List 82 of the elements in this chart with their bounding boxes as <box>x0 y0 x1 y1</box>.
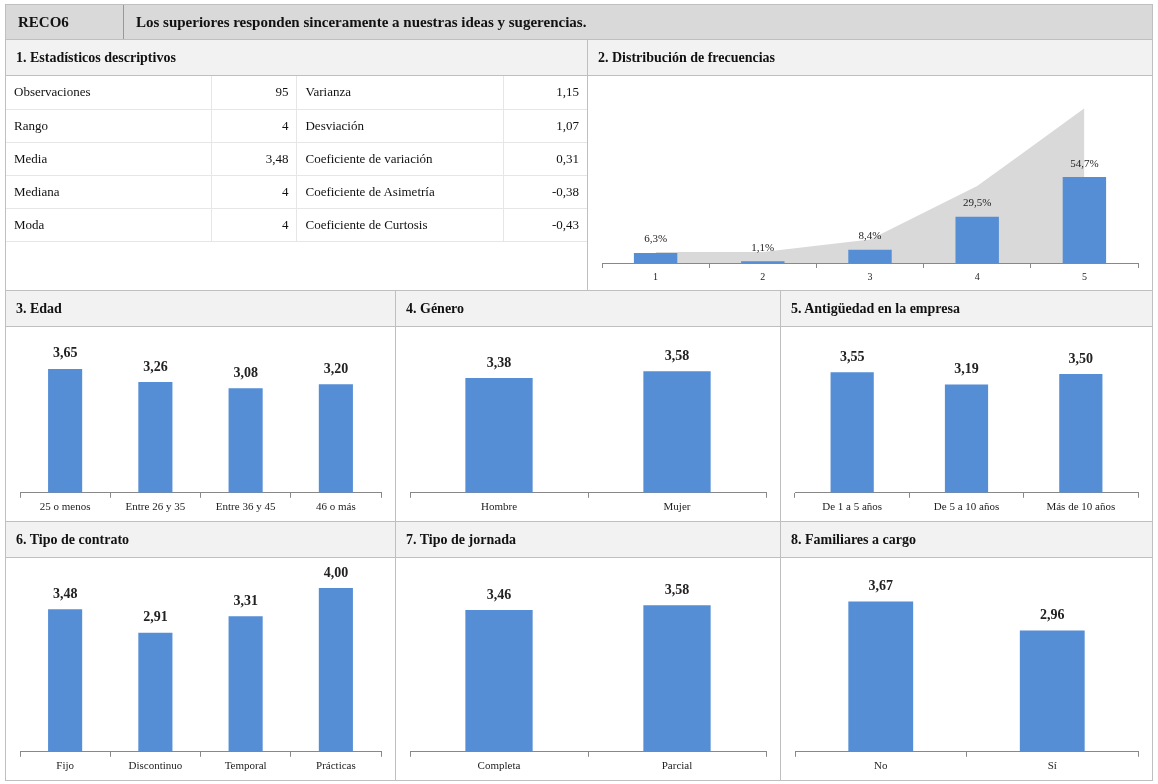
text: Observaciones <box>6 76 212 109</box>
text: 1. Estadísticos descriptivos <box>6 40 587 76</box>
data-label: 29,5% <box>962 196 992 209</box>
x-tick-label: 5 <box>1081 270 1087 282</box>
x-tick-label: Parcial <box>661 759 693 772</box>
text: Desviación <box>296 109 504 142</box>
x-tick-label: 46 o más <box>316 500 356 513</box>
data-label: 3,20 <box>323 360 349 376</box>
chart-title: 7. Tipo de jornada <box>396 522 780 558</box>
text: 1,07 <box>503 109 587 142</box>
x-tick-label: Prácticas <box>316 759 356 772</box>
bar <box>318 588 353 752</box>
x-tick-label: Temporal <box>224 759 267 772</box>
x-tick-label: Completa <box>477 759 521 772</box>
text: 3,48 <box>211 142 297 175</box>
data-label: 3,26 <box>143 358 168 374</box>
x-tick-label: Mujer <box>663 500 691 513</box>
text: -0,43 <box>503 208 587 241</box>
chart-title: 2. Distribución de frecuencias <box>588 40 1152 76</box>
x-tick-label: 3 <box>867 270 873 282</box>
data-label: 2,96 <box>1040 607 1065 623</box>
x-tick-label: Entre 26 y 35 <box>125 500 186 513</box>
chart-title: 5. Antigüedad en la empresa <box>781 291 1152 327</box>
data-label: 4,00 <box>323 564 349 580</box>
data-label: 54,7% <box>1070 156 1099 169</box>
text: -0,38 <box>503 175 587 208</box>
data-label: 3,46 <box>486 586 512 602</box>
text: 4 <box>211 175 297 208</box>
text: Mediana <box>6 175 212 208</box>
text: 4 <box>211 208 297 241</box>
text: 4 <box>211 109 297 142</box>
bar <box>138 632 173 752</box>
x-tick-label: Sí <box>1047 759 1057 772</box>
x-tick-label: De 1 a 5 años <box>822 500 883 513</box>
bar <box>955 216 999 263</box>
text: Los superiores responden sinceramente a nuestras ideas y sugerencias. <box>135 13 587 31</box>
data-label: 3,58 <box>664 347 690 363</box>
data-label: 3,67 <box>868 578 893 594</box>
data-label: 3,50 <box>1068 350 1094 366</box>
x-tick-label: Entre 36 y 45 <box>215 500 276 513</box>
x-tick-label: 1 <box>653 270 659 282</box>
text: Rango <box>6 109 212 142</box>
text: Coeficiente de Asimetría <box>296 175 504 208</box>
x-tick-label: Más de 10 años <box>1046 500 1116 513</box>
data-label: 8,4% <box>858 229 882 242</box>
x-tick-label: Hombre <box>480 500 518 513</box>
x-tick-label: Discontinuo <box>128 759 183 772</box>
x-tick-label: 25 o menos <box>39 500 91 513</box>
chart-title: 6. Tipo de contrato <box>6 522 395 558</box>
x-tick-label: Fijo <box>56 759 75 772</box>
text: Varianza <box>296 76 504 109</box>
bar <box>228 616 263 752</box>
data-label: 3,55 <box>839 348 865 364</box>
data-label: 3,08 <box>233 364 258 380</box>
x-tick-label: De 5 a 10 años <box>933 500 1000 513</box>
data-label: 3,65 <box>52 345 78 361</box>
chart-title: 4. Género <box>396 291 780 327</box>
bar <box>633 253 678 263</box>
data-label: 3,58 <box>664 581 690 597</box>
data-label: 3,31 <box>233 592 258 608</box>
text: 0,31 <box>503 142 587 175</box>
x-tick-label: No <box>874 759 888 772</box>
text: 95 <box>211 76 297 109</box>
data-label: 2,91 <box>143 609 168 625</box>
x-tick-label: 4 <box>974 270 980 282</box>
data-label: 1,1% <box>751 240 775 253</box>
text: Coeficiente de variación <box>296 142 504 175</box>
text: RECO6 <box>6 5 124 39</box>
bar <box>848 249 892 263</box>
text: Media <box>6 142 212 175</box>
x-tick-label: 2 <box>760 270 766 282</box>
text: 1,15 <box>503 76 587 109</box>
text: Moda <box>6 208 212 241</box>
chart-title: 8. Familiares a cargo <box>781 522 1152 558</box>
data-label: 3,19 <box>954 361 979 377</box>
text: Coeficiente de Curtosis <box>296 208 504 241</box>
bar <box>48 609 83 752</box>
data-label: 3,48 <box>52 585 78 601</box>
data-label: 3,38 <box>486 354 512 370</box>
chart-title: 3. Edad <box>6 291 395 327</box>
data-label: 6,3% <box>644 232 668 245</box>
bar <box>1062 177 1107 263</box>
